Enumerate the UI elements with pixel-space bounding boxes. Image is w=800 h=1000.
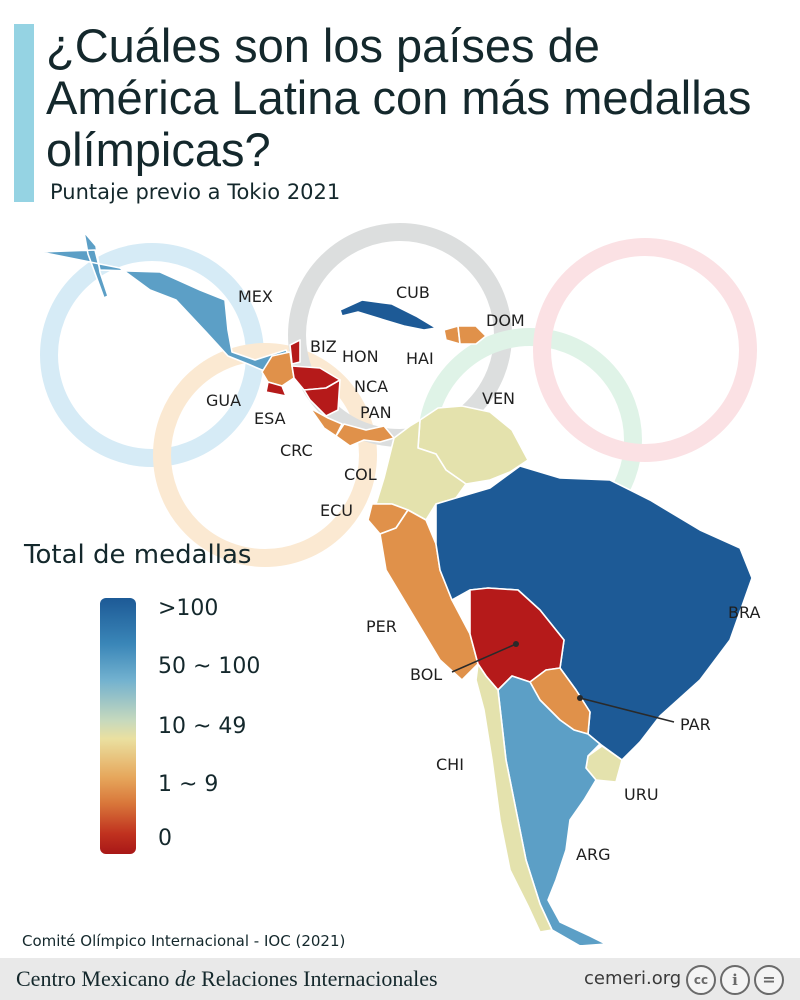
source-note: Comité Olímpico Internacional - IOC (202…	[22, 932, 346, 950]
leader-dot-par	[577, 695, 583, 701]
page-title: ¿Cuáles son los países de América Latina…	[46, 19, 752, 176]
label-arg: ARG	[576, 845, 610, 864]
label-par: PAR	[680, 715, 711, 734]
country-cub	[339, 299, 437, 331]
label-dom: DOM	[486, 311, 525, 330]
label-per: PER	[366, 617, 397, 636]
label-gua: GUA	[206, 391, 241, 410]
label-esa: ESA	[254, 409, 286, 428]
legend-color-scale	[100, 598, 136, 854]
label-cub: CUB	[396, 283, 430, 302]
label-crc: CRC	[280, 441, 313, 460]
leader-line-par	[579, 697, 675, 723]
country-gua	[261, 351, 295, 387]
country-nca	[303, 379, 341, 417]
legend-label-10-49: 10 ~ 49	[158, 714, 247, 739]
country-chi	[475, 663, 553, 933]
leader-line-bol	[451, 643, 517, 673]
label-bol: BOL	[410, 665, 442, 684]
label-pan: PAN	[360, 403, 392, 422]
leader-dot-bol	[513, 641, 519, 647]
title-accent-bar	[14, 24, 34, 202]
subtitle: Puntaje previo a Tokio 2021	[50, 180, 341, 204]
country-dom	[457, 325, 487, 345]
label-ecu: ECU	[320, 501, 353, 520]
cc-icon: cc	[686, 965, 716, 995]
label-hon: HON	[342, 347, 379, 366]
label-ven: VEN	[482, 389, 515, 408]
olympic-ring-red	[533, 238, 757, 462]
legend-title: Total de medallas	[24, 540, 252, 570]
attribution-icon: i	[720, 965, 750, 995]
label-uru: URU	[624, 785, 659, 804]
footer-organization: Centro Mexicano de Relaciones Internacio…	[16, 966, 438, 991]
no-derivatives-icon: =	[754, 965, 784, 995]
legend-label-1-9: 1 ~ 9	[158, 772, 219, 797]
legend-label-50-100: 50 ~ 100	[158, 654, 261, 679]
label-col: COL	[344, 465, 377, 484]
olympic-ring-yellow	[153, 343, 377, 567]
label-nca: NCA	[354, 377, 388, 396]
legend-label-0: 0	[158, 826, 172, 851]
label-mex: MEX	[238, 287, 273, 306]
country-per	[379, 509, 479, 681]
label-biz: BIZ	[310, 337, 337, 356]
country-esa	[265, 381, 287, 397]
footer-bar: Centro Mexicano de Relaciones Internacio…	[0, 958, 800, 1000]
map-latin-america: MEX CUB DOM BIZ HON HAI GUA ESA NCA PAN …	[39, 223, 760, 945]
label-chi: CHI	[436, 755, 464, 774]
legend-label-over-100: >100	[158, 596, 219, 621]
label-hai: HAI	[406, 349, 434, 368]
label-bra: BRA	[728, 603, 760, 622]
country-crc	[309, 407, 343, 437]
footer-url: cemeri.org	[584, 968, 682, 989]
